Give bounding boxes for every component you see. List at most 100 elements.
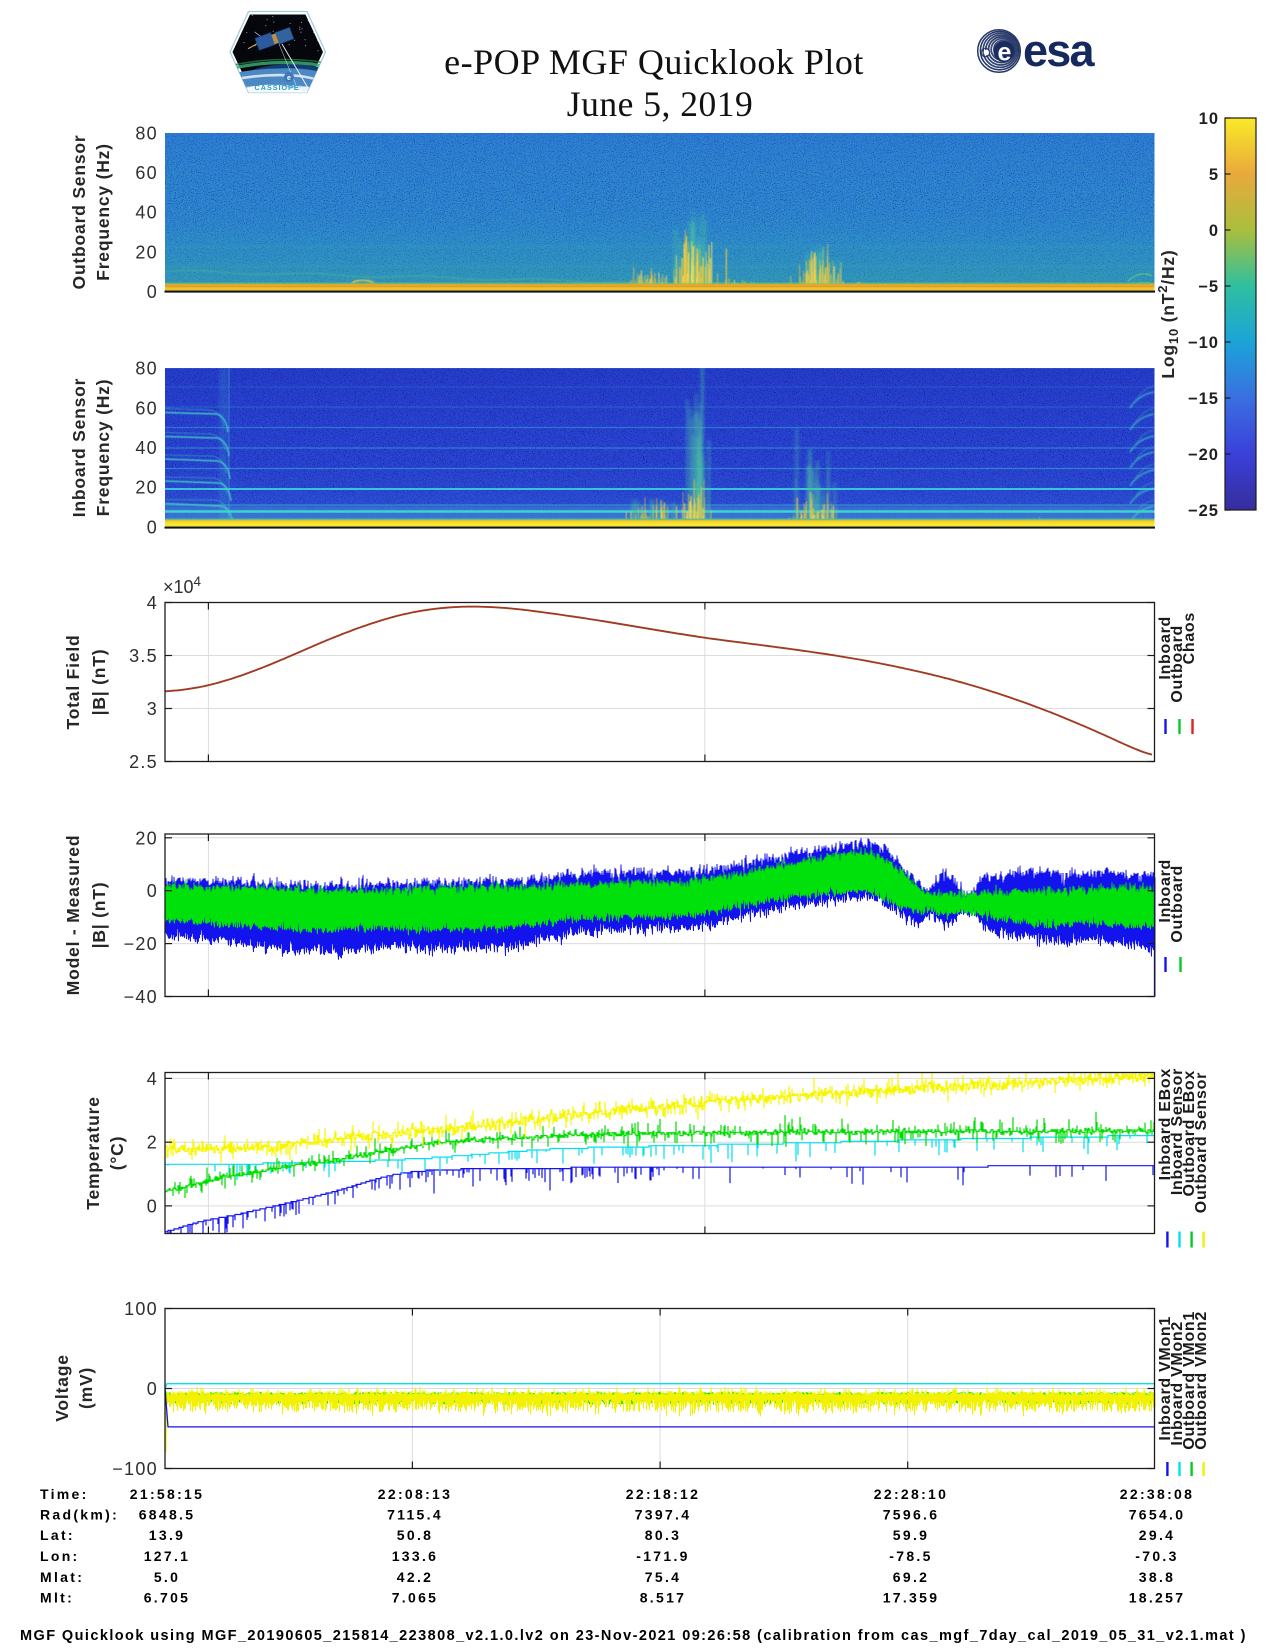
svg-text:Inboard: Inboard	[1157, 859, 1174, 923]
svg-text:-70.3: -70.3	[1135, 1548, 1178, 1564]
svg-text:Time:: Time:	[40, 1486, 89, 1502]
svg-text:Lon:: Lon:	[40, 1548, 80, 1564]
svg-text:133.6: 133.6	[392, 1548, 439, 1564]
svg-text:75.4: 75.4	[645, 1569, 681, 1585]
svg-text:2: 2	[147, 1133, 158, 1153]
svg-text:Outboard VMon1: Outboard VMon1	[1181, 1311, 1198, 1450]
svg-text:5.0: 5.0	[154, 1569, 180, 1585]
svg-text:100: 100	[124, 1299, 158, 1319]
svg-text:17.359: 17.359	[883, 1590, 940, 1606]
svg-text:esa: esa	[1023, 25, 1095, 76]
svg-text:29.4: 29.4	[1139, 1527, 1175, 1543]
svg-text:4: 4	[147, 593, 158, 613]
svg-text:59.9: 59.9	[893, 1527, 929, 1543]
svg-text:69.2: 69.2	[893, 1569, 929, 1585]
svg-text:6848.5: 6848.5	[139, 1507, 196, 1523]
svg-text:4: 4	[147, 1069, 158, 1089]
svg-text:Rad(km):: Rad(km):	[40, 1507, 119, 1523]
svg-text:Chaos: Chaos	[1181, 612, 1198, 664]
svg-text:0: 0	[147, 1196, 158, 1216]
svg-text:20: 20	[135, 828, 158, 848]
svg-text:e-POP MGF Quicklook Plot: e-POP MGF Quicklook Plot	[444, 42, 864, 82]
svg-text:22:28:10: 22:28:10	[874, 1486, 948, 1502]
svg-text:38.8: 38.8	[1139, 1569, 1175, 1585]
svg-text:June 5, 2019: June 5, 2019	[567, 84, 753, 124]
svg-text:0: 0	[147, 282, 158, 302]
svg-text:Total Field: Total Field	[63, 634, 83, 729]
svg-text:0: 0	[1209, 222, 1219, 240]
svg-text:CASSIOPE: CASSIOPE	[254, 83, 299, 92]
svg-text:3.5: 3.5	[129, 646, 158, 666]
svg-text:7596.6: 7596.6	[883, 1507, 940, 1523]
svg-text:Model - Measured: Model - Measured	[63, 835, 83, 996]
svg-text:Inboard EBox: Inboard EBox	[1157, 1068, 1174, 1180]
svg-text:40: 40	[135, 438, 158, 458]
svg-text:0: 0	[147, 881, 158, 901]
svg-text:−5: −5	[1198, 278, 1219, 296]
svg-text:-171.9: -171.9	[636, 1548, 690, 1564]
svg-text:80.3: 80.3	[645, 1527, 681, 1543]
svg-text:Frequency (Hz): Frequency (Hz)	[93, 143, 113, 281]
svg-text:2.5: 2.5	[129, 752, 158, 772]
svg-text:Inboard VMon1: Inboard VMon1	[1157, 1316, 1174, 1441]
svg-text:8.517: 8.517	[640, 1590, 687, 1606]
svg-text:−20: −20	[1188, 446, 1219, 464]
svg-text:22:08:13: 22:08:13	[378, 1486, 452, 1502]
svg-text:(mV): (mV)	[76, 1367, 96, 1409]
svg-text:3: 3	[147, 699, 158, 719]
svg-text:22:18:12: 22:18:12	[626, 1486, 700, 1502]
svg-text:42.2: 42.2	[397, 1569, 433, 1585]
svg-text:Voltage: Voltage	[52, 1354, 72, 1422]
svg-text:Outboard Sensor: Outboard Sensor	[69, 135, 89, 290]
svg-text:80: 80	[135, 124, 158, 144]
svg-text:60: 60	[135, 398, 158, 418]
svg-text:|B| (nT): |B| (nT)	[89, 649, 109, 716]
svg-text:20: 20	[135, 478, 158, 498]
svg-text:Mlat:: Mlat:	[40, 1569, 84, 1585]
svg-text:Inboard Sensor: Inboard Sensor	[1169, 1068, 1186, 1195]
svg-text:MGF Quicklook using MGF_201906: MGF Quicklook using MGF_20190605_215814_…	[20, 1628, 1247, 1644]
svg-text:7.065: 7.065	[392, 1590, 439, 1606]
svg-text:(°C): (°C)	[107, 1136, 127, 1171]
svg-text:Outboard: Outboard	[1169, 865, 1186, 943]
svg-text:Lat:: Lat:	[40, 1527, 75, 1543]
svg-text:0: 0	[147, 1379, 158, 1399]
svg-text:50.8: 50.8	[397, 1527, 433, 1543]
svg-text:40: 40	[135, 203, 158, 223]
svg-text:e: e	[998, 39, 1012, 67]
svg-text:13.9: 13.9	[149, 1527, 185, 1543]
svg-text:−10: −10	[1188, 334, 1219, 352]
svg-text:Temperature: Temperature	[83, 1096, 103, 1210]
svg-text:21:58:15: 21:58:15	[130, 1486, 204, 1502]
svg-text:Frequency (Hz): Frequency (Hz)	[93, 379, 113, 517]
svg-text:−25: −25	[1188, 502, 1219, 520]
svg-text:−100: −100	[112, 1459, 158, 1479]
svg-text:22:38:08: 22:38:08	[1120, 1486, 1194, 1502]
svg-text:−15: −15	[1188, 390, 1219, 408]
svg-text:Inboard Sensor: Inboard Sensor	[69, 378, 89, 518]
svg-text:20: 20	[135, 242, 158, 262]
svg-text:−40: −40	[124, 987, 158, 1007]
svg-text:7115.4: 7115.4	[387, 1507, 443, 1523]
svg-text:Log10 (nT2/Hz): Log10 (nT2/Hz)	[1155, 249, 1181, 378]
svg-text:|B| (nT): |B| (nT)	[89, 882, 109, 949]
svg-text:Inboard: Inboard	[1157, 616, 1174, 680]
svg-text:Outboard VMon2: Outboard VMon2	[1193, 1311, 1210, 1450]
svg-text:6.705: 6.705	[144, 1590, 191, 1606]
svg-text:-78.5: -78.5	[889, 1548, 932, 1564]
svg-text:60: 60	[135, 163, 158, 183]
svg-text:e: e	[287, 75, 291, 82]
svg-text:Outboard Sensor: Outboard Sensor	[1193, 1072, 1210, 1213]
svg-text:×104: ×104	[163, 574, 202, 597]
svg-text:18.257: 18.257	[1129, 1590, 1186, 1606]
svg-text:0: 0	[147, 518, 158, 538]
svg-text:7654.0: 7654.0	[1129, 1507, 1186, 1523]
svg-text:7397.4: 7397.4	[635, 1507, 692, 1523]
svg-text:Inboard VMon2: Inboard VMon2	[1169, 1321, 1186, 1446]
svg-text:127.1: 127.1	[144, 1548, 191, 1564]
svg-text:Outboard EBox: Outboard EBox	[1181, 1070, 1198, 1196]
svg-text:80: 80	[135, 359, 158, 379]
svg-text:−20: −20	[124, 934, 158, 954]
svg-text:5: 5	[1209, 166, 1219, 184]
svg-text:Mlt:: Mlt:	[40, 1590, 74, 1606]
